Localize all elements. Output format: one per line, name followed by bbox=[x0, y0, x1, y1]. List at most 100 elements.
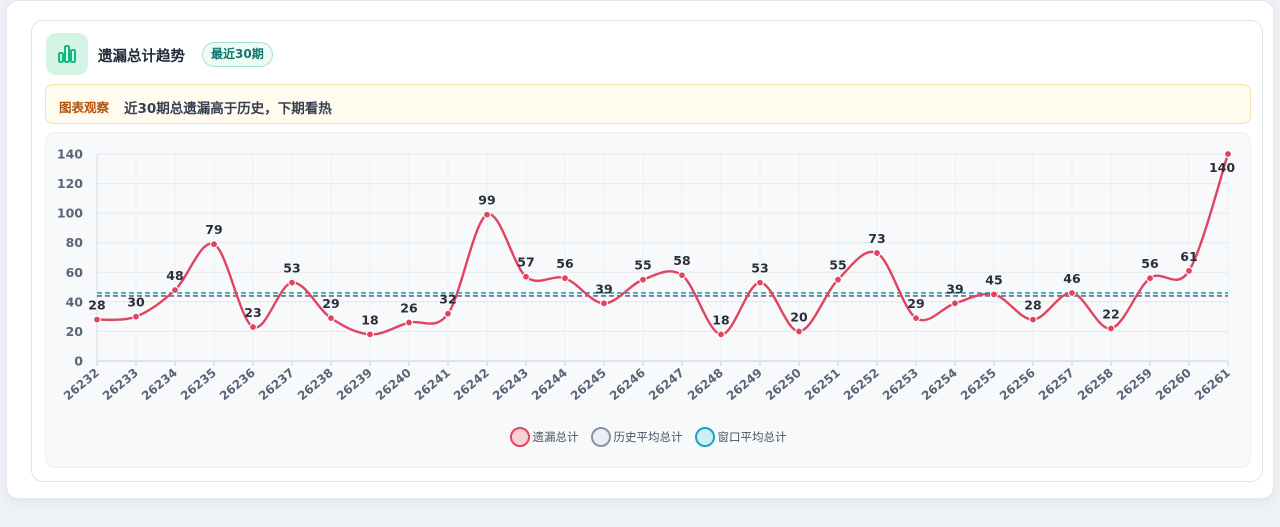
legend-swatch-window bbox=[694, 427, 715, 447]
data-point bbox=[1029, 315, 1037, 324]
x-tick-label: 26246 bbox=[607, 366, 648, 404]
data-point bbox=[1107, 324, 1115, 333]
bar-chart-icon bbox=[46, 33, 88, 75]
data-point bbox=[249, 323, 257, 331]
data-label: 39 bbox=[946, 281, 963, 296]
x-tick-label: 26248 bbox=[685, 366, 726, 404]
x-tick-label: 26252 bbox=[841, 366, 882, 404]
data-label: 32 bbox=[439, 292, 456, 307]
data-point bbox=[912, 314, 920, 323]
legend-swatch-history bbox=[590, 427, 611, 447]
x-tick-label: 26257 bbox=[1036, 366, 1077, 404]
x-tick-label: 26245 bbox=[568, 366, 609, 404]
period-badge: 最近30期 bbox=[202, 42, 273, 67]
data-point bbox=[327, 314, 335, 323]
x-tick-label: 26236 bbox=[217, 366, 258, 404]
observation-label: 图表观察 bbox=[59, 100, 110, 115]
data-point bbox=[483, 210, 491, 219]
x-tick-label: 26250 bbox=[763, 366, 804, 404]
x-tick-label: 26254 bbox=[919, 366, 960, 404]
x-tick-label: 26235 bbox=[178, 366, 219, 404]
data-label: 58 bbox=[673, 253, 690, 268]
x-tick-label: 26259 bbox=[1114, 366, 1155, 404]
x-tick-label: 26239 bbox=[334, 366, 375, 404]
x-tick-label: 26255 bbox=[958, 366, 999, 404]
y-tick-label: 60 bbox=[66, 265, 84, 280]
data-label: 29 bbox=[907, 296, 924, 311]
data-label: 57 bbox=[517, 255, 534, 270]
data-point bbox=[171, 286, 179, 294]
data-label: 22 bbox=[1102, 306, 1119, 321]
y-tick-label: 140 bbox=[57, 147, 83, 162]
data-point bbox=[717, 330, 725, 339]
data-label: 53 bbox=[283, 261, 300, 276]
legend-item-window[interactable]: 窗口平均总计 bbox=[694, 427, 787, 447]
x-tick-label: 26242 bbox=[451, 366, 492, 404]
data-label: 48 bbox=[166, 268, 183, 283]
x-tick-label: 26233 bbox=[100, 366, 141, 404]
x-tick-label: 26253 bbox=[880, 366, 921, 404]
data-label: 18 bbox=[712, 312, 729, 327]
data-point bbox=[1146, 274, 1154, 283]
data-label: 140 bbox=[1209, 160, 1235, 175]
data-point bbox=[873, 249, 881, 257]
data-point bbox=[1185, 266, 1193, 275]
y-tick-label: 80 bbox=[66, 235, 84, 250]
data-label: 20 bbox=[790, 309, 808, 324]
data-label: 18 bbox=[361, 312, 378, 327]
x-tick-label: 26240 bbox=[373, 366, 414, 404]
data-label: 23 bbox=[244, 305, 261, 320]
data-point bbox=[1224, 150, 1232, 158]
chart-area: 0 20 40 60 80 100 120 140 26232 26233 26234 26235 26… bbox=[45, 132, 1251, 468]
x-tick-label: 26249 bbox=[724, 366, 765, 404]
data-point bbox=[444, 309, 452, 318]
x-tick-label: 26260 bbox=[1153, 366, 1194, 404]
x-tick-label: 26241 bbox=[412, 366, 453, 404]
trend-card: 遗漏总计趋势 最近30期 图表观察 近30期总遗漏高于历史，下期看热 0 20 40… bbox=[31, 20, 1263, 482]
legend-label-history: 历史平均总计 bbox=[613, 430, 683, 444]
data-label: 53 bbox=[751, 261, 768, 276]
legend-item-history[interactable]: 历史平均总计 bbox=[590, 427, 683, 447]
observation-banner: 图表观察 近30期总遗漏高于历史，下期看热 bbox=[45, 84, 1251, 124]
data-label: 79 bbox=[205, 222, 222, 237]
card-title: 遗漏总计趋势 bbox=[98, 49, 185, 65]
series-line-total bbox=[96, 153, 1230, 336]
data-point bbox=[951, 299, 959, 308]
data-point bbox=[600, 299, 608, 308]
data-point bbox=[93, 315, 101, 324]
data-label: 55 bbox=[634, 258, 651, 273]
data-label: 61 bbox=[1180, 249, 1197, 264]
data-point bbox=[522, 272, 530, 281]
x-tick-label: 26244 bbox=[529, 366, 570, 404]
x-tick-label: 26256 bbox=[997, 366, 1038, 404]
y-tick-label: 0 bbox=[74, 354, 83, 369]
y-tick-label: 20 bbox=[66, 324, 84, 339]
y-tick-label: 100 bbox=[57, 206, 83, 221]
x-tick-label: 26243 bbox=[490, 366, 531, 404]
legend-label-total: 遗漏总计 bbox=[532, 430, 579, 444]
data-point bbox=[561, 274, 569, 283]
x-tick-label: 26247 bbox=[646, 366, 687, 404]
x-tick-label: 26237 bbox=[256, 366, 297, 404]
data-label: 45 bbox=[985, 272, 1002, 287]
y-tick-label: 120 bbox=[57, 176, 83, 191]
data-label: 46 bbox=[1063, 271, 1081, 286]
legend-swatch-total bbox=[509, 427, 530, 447]
data-label: 28 bbox=[1024, 298, 1041, 313]
legend-item-total[interactable]: 遗漏总计 bbox=[509, 427, 579, 447]
x-tick-label: 26234 bbox=[139, 366, 180, 404]
x-tick-label: 26251 bbox=[802, 366, 843, 404]
data-point bbox=[366, 330, 374, 339]
data-point bbox=[756, 278, 764, 287]
data-label: 30 bbox=[127, 295, 145, 310]
legend-label-window: 窗口平均总计 bbox=[717, 430, 787, 444]
data-point bbox=[639, 275, 647, 284]
data-point bbox=[1068, 289, 1076, 297]
panel: 遗漏总计趋势 最近30期 图表观察 近30期总遗漏高于历史，下期看热 0 20 40… bbox=[6, 0, 1274, 499]
x-tick-label: 26238 bbox=[295, 366, 336, 404]
observation-text: 近30期总遗漏高于历史，下期看热 bbox=[124, 101, 332, 117]
data-label: 55 bbox=[829, 258, 846, 273]
data-label: 56 bbox=[556, 256, 574, 271]
x-tick-label: 26261 bbox=[1192, 366, 1233, 404]
y-tick-label: 40 bbox=[66, 294, 84, 309]
